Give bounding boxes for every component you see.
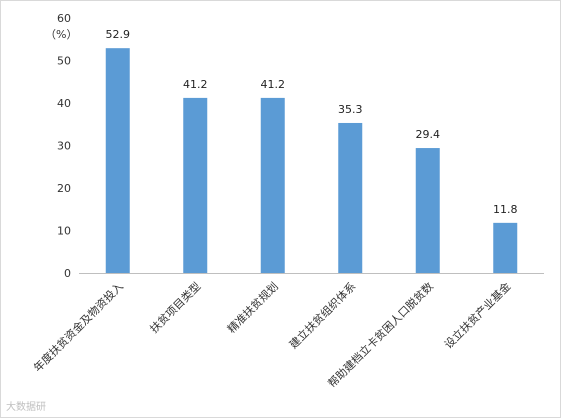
data-label: 11.8 bbox=[493, 203, 518, 216]
category-label: 精准扶贫规划 bbox=[224, 279, 281, 336]
data-label: 29.4 bbox=[416, 128, 441, 141]
data-label: 41.2 bbox=[183, 78, 208, 91]
bar bbox=[260, 97, 285, 274]
data-label: 35.3 bbox=[338, 103, 363, 116]
data-label: 41.2 bbox=[261, 78, 286, 91]
bar bbox=[338, 122, 363, 273]
y-tick-label: 10 bbox=[57, 225, 71, 238]
bar bbox=[105, 48, 130, 273]
y-tick-label: 50 bbox=[57, 55, 71, 68]
y-tick-label: 30 bbox=[57, 140, 71, 153]
category-label: 建立扶贫组织体系 bbox=[286, 279, 358, 351]
category-label: 扶贫项目类型 bbox=[147, 279, 204, 336]
bar bbox=[493, 222, 518, 273]
data-label: 52.9 bbox=[106, 28, 131, 41]
bar bbox=[183, 97, 208, 274]
y-tick-label: 20 bbox=[57, 182, 71, 195]
watermark: 大数据研 bbox=[6, 402, 46, 413]
y-tick-label: 40 bbox=[57, 97, 71, 110]
y-tick-label: 0 bbox=[64, 267, 71, 280]
category-label: 设立扶贫产业基金 bbox=[441, 279, 513, 351]
category-label: 年度扶贫资金及物资投入 bbox=[30, 279, 125, 374]
bar bbox=[415, 148, 440, 273]
y-tick-label: 60 bbox=[57, 12, 71, 25]
y-unit-label: （%） bbox=[45, 28, 77, 41]
